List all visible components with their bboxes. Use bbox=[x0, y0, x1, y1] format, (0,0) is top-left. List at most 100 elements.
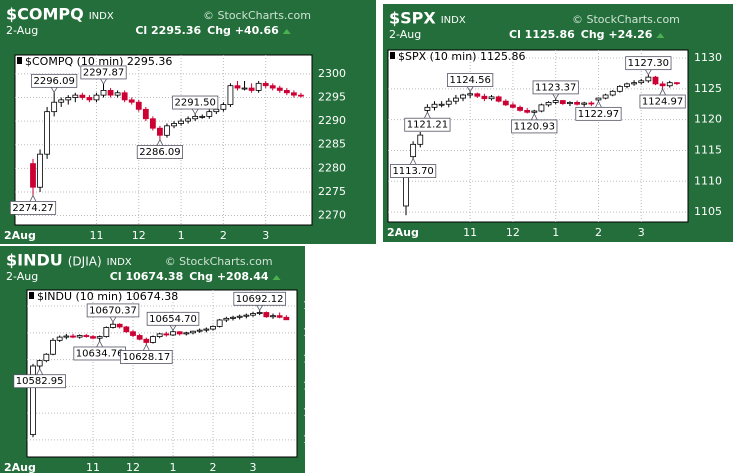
x-tick-label: 2 bbox=[220, 229, 227, 242]
annotation-box bbox=[31, 73, 78, 88]
candle-body bbox=[624, 83, 630, 87]
source: © StockCharts.com bbox=[165, 255, 273, 268]
annotation-label: 10670.37 bbox=[89, 305, 137, 316]
y-tick-label: 1120 bbox=[694, 113, 722, 126]
candle-body bbox=[417, 134, 424, 145]
x-tick-label: 2Aug bbox=[4, 229, 36, 242]
annotation-label: 2291.50 bbox=[174, 98, 215, 109]
up-arrow bbox=[282, 29, 291, 34]
candle-body bbox=[502, 100, 509, 106]
annotation-label: 2296.09 bbox=[33, 76, 74, 87]
change-label: Chg +40.66 bbox=[207, 24, 279, 37]
candle-body bbox=[531, 110, 538, 113]
annotation-pointer bbox=[109, 316, 117, 323]
x-tick-label: 1 bbox=[178, 229, 185, 242]
candle-body bbox=[263, 312, 270, 318]
annotation-label: 10634.76 bbox=[76, 348, 124, 359]
annotation-label: 10582.95 bbox=[16, 376, 64, 387]
x-tick-label: 1 bbox=[170, 461, 177, 473]
candle-body bbox=[276, 315, 283, 318]
candle-body bbox=[51, 101, 58, 113]
candle-body bbox=[220, 104, 227, 110]
candle-body bbox=[37, 153, 43, 188]
y-tick-label: 10500 bbox=[303, 406, 338, 419]
change-label: Chg +24.26 bbox=[581, 28, 653, 41]
candle-body bbox=[44, 111, 51, 155]
close-label: Cl 1125.86 bbox=[509, 28, 575, 41]
candle-body bbox=[216, 319, 223, 327]
candle-body bbox=[185, 118, 192, 122]
candle-body bbox=[581, 102, 588, 105]
annotation-pointer bbox=[424, 111, 431, 119]
x-tick-label: 12 bbox=[132, 229, 146, 242]
candle-body bbox=[236, 315, 243, 318]
candle-body bbox=[488, 96, 495, 100]
exchange: INDX bbox=[107, 257, 132, 268]
candle-body bbox=[83, 335, 90, 337]
candle-body bbox=[276, 87, 283, 91]
date: 2-Aug bbox=[6, 270, 38, 283]
candle-body bbox=[70, 335, 76, 338]
y-tick-label: 10450 bbox=[303, 433, 338, 446]
candle-body bbox=[93, 94, 100, 101]
candle-body bbox=[150, 336, 156, 343]
candle-body bbox=[270, 315, 276, 318]
candle-body bbox=[178, 120, 184, 124]
candle-body bbox=[43, 353, 50, 362]
annotation-pointer bbox=[530, 113, 538, 121]
x-tick-label: 12 bbox=[506, 226, 520, 239]
candle-body bbox=[128, 99, 135, 103]
candle-body bbox=[76, 335, 83, 338]
candle-body bbox=[552, 100, 559, 103]
annotation-box bbox=[80, 65, 127, 80]
candle-body bbox=[631, 82, 638, 85]
y-tick-label: 1130 bbox=[694, 51, 722, 64]
candle-body bbox=[230, 316, 236, 319]
candle-body bbox=[290, 92, 297, 96]
exchange: INDX bbox=[441, 15, 466, 26]
candle-body bbox=[431, 103, 438, 108]
y-tick-label: 1125 bbox=[694, 82, 722, 95]
candle-body bbox=[616, 85, 623, 92]
y-tick-label: 2275 bbox=[318, 185, 346, 198]
candle-body bbox=[638, 80, 645, 84]
candle-body bbox=[223, 317, 230, 321]
annotation-pointer bbox=[50, 87, 58, 94]
annotation-label: 1120.93 bbox=[514, 121, 555, 132]
candle-body bbox=[72, 94, 79, 98]
candle-body bbox=[524, 110, 531, 113]
candle-body bbox=[538, 104, 545, 112]
candle-body bbox=[156, 333, 163, 337]
symbol: $INDU bbox=[6, 251, 63, 270]
x-tick-label: 11 bbox=[86, 461, 100, 473]
candle-body bbox=[30, 365, 36, 435]
candle-body bbox=[467, 93, 474, 96]
candle-body bbox=[121, 92, 128, 101]
x-tick-label: 1 bbox=[552, 226, 559, 239]
annotation-label: 1113.70 bbox=[392, 166, 433, 177]
candle-body bbox=[588, 102, 595, 105]
candle-body bbox=[481, 95, 488, 100]
x-tick-label: 2Aug bbox=[4, 461, 36, 473]
candle-body bbox=[645, 76, 652, 82]
candle-body bbox=[100, 90, 107, 96]
date: 2-Aug bbox=[6, 24, 38, 37]
plot-area bbox=[387, 49, 689, 223]
candle-body bbox=[103, 327, 110, 337]
legend: $INDU (10 min) 10674.38 bbox=[37, 290, 178, 303]
candle-body bbox=[199, 115, 206, 118]
symbol: $COMPQ bbox=[6, 5, 84, 24]
candle-body bbox=[510, 104, 516, 108]
candle-body bbox=[149, 118, 156, 129]
annotation-label: 10628.17 bbox=[122, 352, 170, 363]
annotation-pointer bbox=[409, 157, 417, 165]
annotation-pointer bbox=[659, 88, 666, 96]
candle-body bbox=[90, 336, 96, 339]
candle-body bbox=[136, 335, 143, 340]
annotation-pointer bbox=[169, 325, 177, 332]
candle-body bbox=[256, 312, 263, 314]
annotation-label: 1124.97 bbox=[642, 97, 683, 108]
x-tick-label: 2 bbox=[595, 226, 602, 239]
legend-bg bbox=[390, 52, 395, 59]
candle-body bbox=[192, 115, 199, 120]
